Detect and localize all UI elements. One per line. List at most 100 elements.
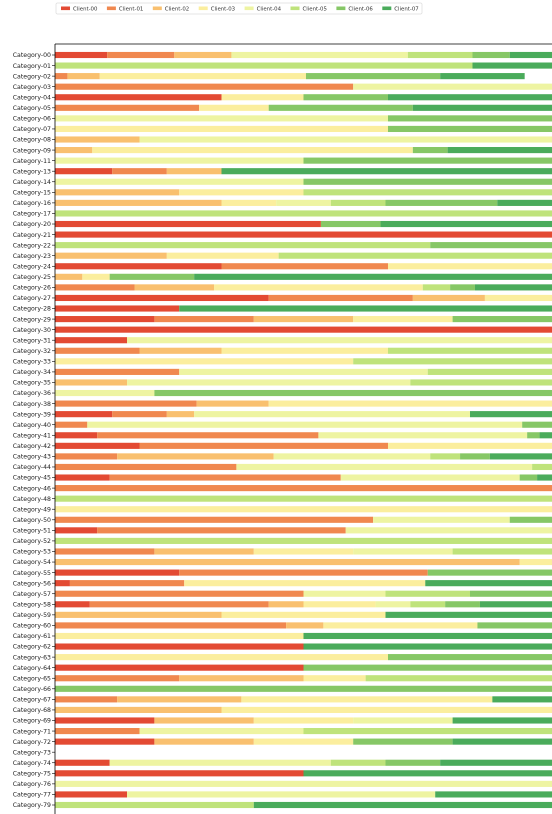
legend: Client-00 Client-01 Client-02 Client-03 Clie… <box>55 2 423 15</box>
bar-Category-00-Client-07 <box>509 51 552 59</box>
bar-Category-75-Client-07 <box>303 770 552 777</box>
bar-Category-59-Client-03 <box>221 611 386 618</box>
bar-Category-26-Client-03 <box>214 284 423 291</box>
y-tick-label-12: Category-14 <box>13 179 51 186</box>
y-tick-label-4: Category-04 <box>13 94 51 101</box>
bar-Category-32-Client-02 <box>139 347 222 354</box>
bar-Category-41-Client-06 <box>527 432 540 439</box>
bar-Category-26-Client-06 <box>450 284 475 291</box>
bar-Category-29-Client-06 <box>452 316 552 323</box>
legend-swatch-0 <box>61 6 70 11</box>
bar-Category-44-Client-05 <box>532 463 552 471</box>
bar-Category-69-Client-00 <box>55 717 155 724</box>
bar-Category-69-Client-07 <box>452 717 552 724</box>
bar-Category-35-Client-05 <box>410 379 552 386</box>
y-tick-label-5: Category-05 <box>13 105 51 112</box>
bar-Category-48-Client-05 <box>55 495 552 502</box>
y-tick-label-47: Category-53 <box>13 549 51 556</box>
bar-Category-45-Client-06 <box>519 474 538 481</box>
bar-Category-41-Client-01 <box>97 432 319 439</box>
y-tick-label-17: Category-21 <box>13 232 51 239</box>
y-tick-label-30: Category-34 <box>13 369 51 376</box>
bar-Category-29-Client-00 <box>55 316 155 323</box>
bar-Category-27-Client-02 <box>412 294 485 302</box>
bar-Category-23-Client-05 <box>278 252 552 259</box>
bar-Category-13-Client-01 <box>112 168 167 175</box>
y-tick-label-22: Category-26 <box>13 285 51 292</box>
bar-Category-29-Client-01 <box>154 316 254 323</box>
legend-swatch-3 <box>198 6 208 11</box>
bar-Category-43-Client-07 <box>489 453 552 460</box>
y-tick-label-20: Category-24 <box>13 263 51 270</box>
y-tick-label-25: Category-29 <box>13 316 51 323</box>
y-tick-label-67: Category-74 <box>13 760 51 767</box>
bar-Category-35-Client-04 <box>127 379 411 386</box>
y-tick-label-68: Category-75 <box>13 771 51 778</box>
bar-Category-45-Client-04 <box>340 474 520 481</box>
legend-label-2: Client-02 <box>165 6 189 12</box>
bar-Category-25-Client-03 <box>82 273 110 280</box>
bar-Category-56-Client-03 <box>184 580 426 587</box>
bar-Category-63-Client-03 <box>55 654 388 661</box>
y-tick-label-39: Category-44 <box>13 464 51 471</box>
bar-Category-60-Client-02 <box>286 622 324 629</box>
bar-Category-25-Client-06 <box>109 273 195 280</box>
bar-Category-67-Client-02 <box>117 696 242 703</box>
bar-Category-55-Client-00 <box>55 569 180 576</box>
bar-Category-72-Client-06 <box>353 738 453 745</box>
bar-Category-61-Client-03 <box>55 632 304 640</box>
bar-Category-22-Client-06 <box>430 242 552 249</box>
bar-Category-04-Client-00 <box>55 94 222 101</box>
bar-Category-69-Client-02 <box>154 717 254 724</box>
bar-Category-06-Client-06 <box>387 115 552 122</box>
bar-Category-11-Client-06 <box>303 157 552 164</box>
legend-label-0: Client-00 <box>73 6 98 12</box>
bar-Category-38-Client-01 <box>55 400 197 407</box>
bar-Category-39-Client-04 <box>194 411 470 418</box>
bar-Category-67-Client-07 <box>492 696 552 703</box>
bar-Category-67-Client-03 <box>241 696 493 703</box>
bar-Category-00-Client-04 <box>231 51 408 59</box>
bar-Category-32-Client-03 <box>221 347 388 354</box>
bar-Category-39-Client-07 <box>469 411 552 418</box>
bar-Category-58-Client-04 <box>375 601 411 608</box>
bar-Category-41-Client-00 <box>55 432 98 439</box>
bar-Category-66-Client-06 <box>55 685 552 692</box>
bar-Category-38-Client-03 <box>268 400 552 407</box>
bar-Category-42-Client-00 <box>55 442 140 449</box>
y-tick-label-71: Category-79 <box>13 802 51 809</box>
bar-Category-59-Client-02 <box>55 611 222 618</box>
bar-Category-58-Client-06 <box>445 601 480 608</box>
y-tick-label-26: Category-30 <box>13 327 51 334</box>
bar-Category-55-Client-06 <box>427 569 552 576</box>
bar-Category-13-Client-07 <box>221 168 552 175</box>
bar-Category-24-Client-03 <box>387 263 552 270</box>
bar-Category-67-Client-01 <box>55 696 118 703</box>
legend-swatch-7 <box>382 6 392 11</box>
bar-Category-43-Client-02 <box>117 453 274 460</box>
bar-Category-03-Client-04 <box>353 83 552 90</box>
legend-frame <box>55 2 423 15</box>
bar-Category-31-Client-04 <box>127 337 552 344</box>
bar-Category-42-Client-03 <box>387 442 552 449</box>
y-tick-label-29: Category-33 <box>13 359 51 366</box>
y-tick-label-65: Category-72 <box>13 739 51 746</box>
bar-Category-21-Client-00 <box>55 231 552 238</box>
y-tick-label-38: Category-43 <box>13 454 51 461</box>
bar-Category-08-Client-02 <box>55 136 140 143</box>
bar-Category-09-Client-02 <box>55 147 93 154</box>
y-tick-label-9: Category-09 <box>13 147 51 154</box>
bar-Category-68-Client-03 <box>221 706 552 713</box>
bar-Category-77-Client-07 <box>435 791 552 798</box>
bar-Category-16-Client-02 <box>55 199 222 206</box>
bar-Category-65-Client-05 <box>365 675 552 682</box>
bar-Category-71-Client-05 <box>303 727 552 735</box>
bar-Category-43-Client-06 <box>460 453 490 460</box>
bar-Category-79-Client-05 <box>55 801 254 809</box>
y-tick-label-10: Category-11 <box>13 158 51 165</box>
y-tick-label-3: Category-03 <box>13 84 51 91</box>
y-tick-label-8: Category-08 <box>13 137 51 144</box>
bar-Category-52-Client-05 <box>55 537 552 544</box>
bar-Category-72-Client-00 <box>55 738 155 745</box>
